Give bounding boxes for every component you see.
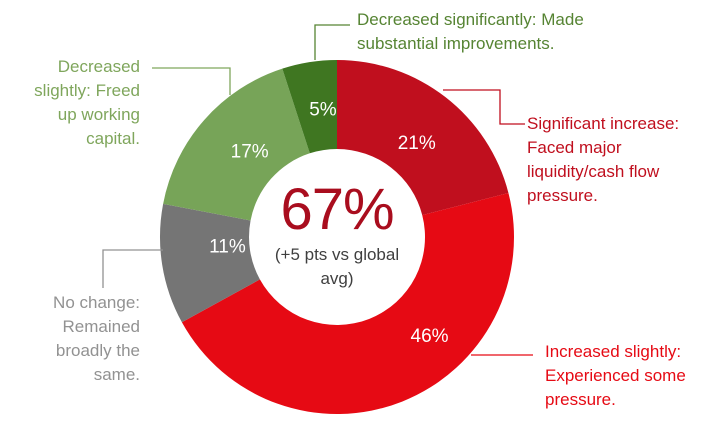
callout-no-change: No change: Remained broadly the same.	[53, 293, 140, 384]
callout-decreased-slightly: Decreased slightly: Freed up working cap…	[34, 57, 140, 148]
pct-label-no-change: 11%	[209, 236, 246, 257]
center-headline: 67%	[280, 177, 394, 242]
callout-line-no-change	[102, 249, 163, 288]
pct-label-increased-slightly: 46%	[411, 326, 449, 347]
donut-slice-no-change	[160, 203, 260, 323]
callout-significant-increase: Significant increase: Faced major liquid…	[527, 114, 680, 205]
callout-decreased-significantly: Decreased significantly: Made substantia…	[357, 10, 584, 53]
donut-slice-increased-slightly	[181, 192, 514, 414]
callout-line-decreased-significantly	[314, 24, 350, 60]
callout-increased-slightly: Increased slightly: Experienced some pre…	[545, 342, 686, 409]
callout-line-significant-increase	[443, 89, 525, 125]
donut-slice-decreased-significantly	[282, 60, 337, 154]
pct-label-decreased-significantly: 5%	[309, 99, 337, 120]
center-subtext: (+5 pts vs global avg)	[274, 245, 400, 288]
pct-label-significant-increase: 21%	[398, 133, 436, 154]
pct-label-decreased-slightly: 17%	[231, 141, 269, 162]
donut-slice-decreased-slightly	[163, 68, 310, 221]
donut-center: 67% (+5 pts vs global avg)	[237, 181, 437, 291]
callout-line-decreased-slightly	[152, 67, 231, 95]
donut-slice-significant-increase	[337, 60, 509, 216]
